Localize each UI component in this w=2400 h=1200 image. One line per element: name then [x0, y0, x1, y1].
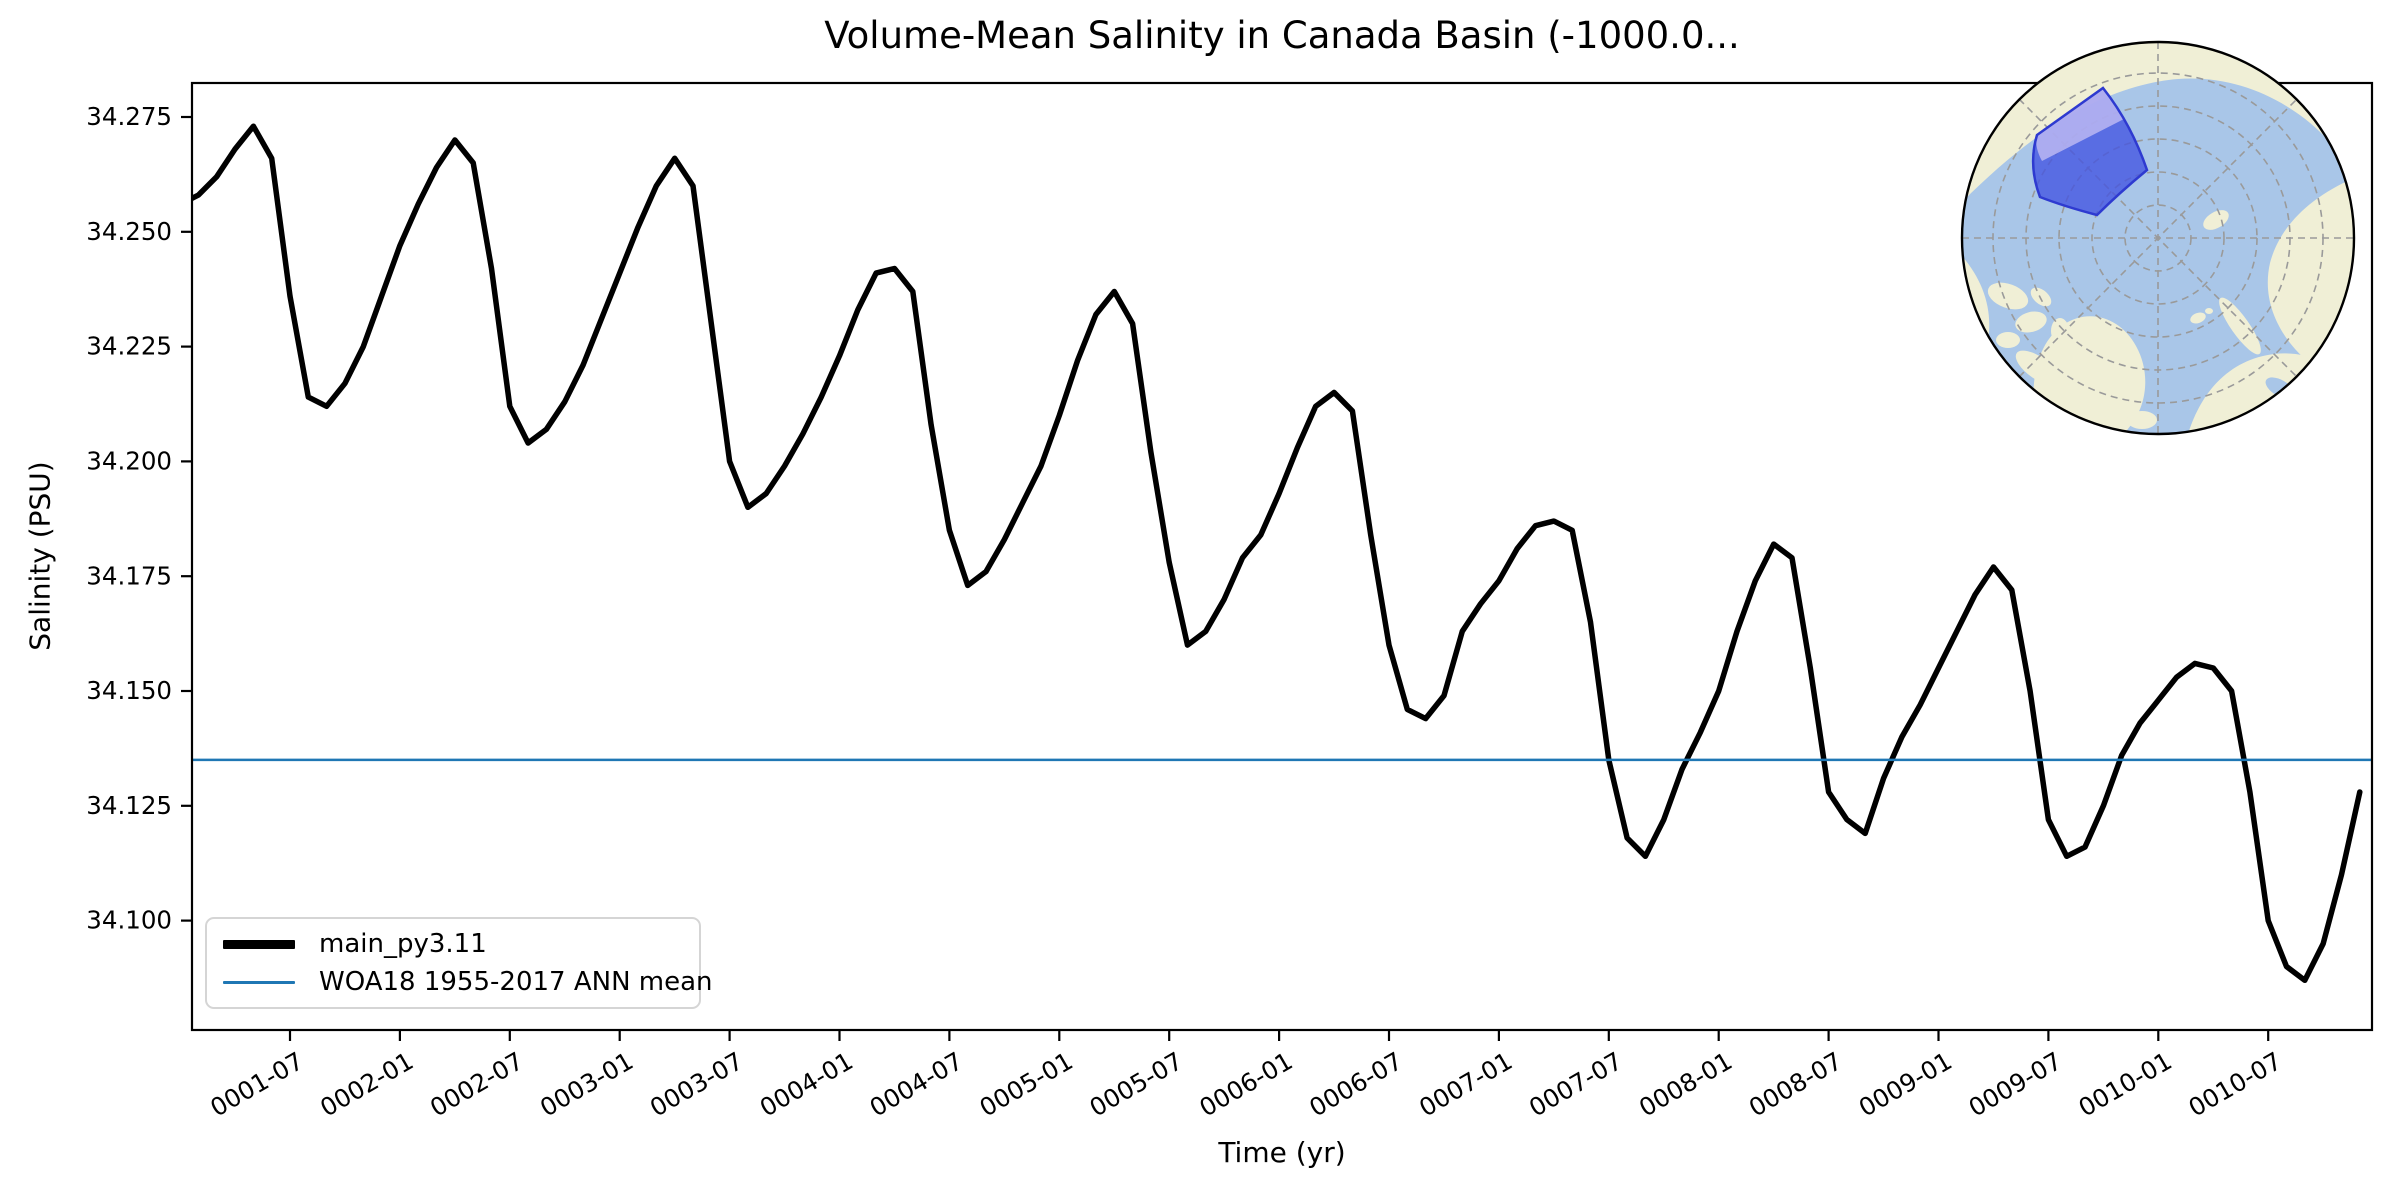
y-tick-label: 34.200	[86, 446, 172, 475]
y-tick-label: 34.125	[86, 791, 172, 820]
x-tick-label: 0010-07	[2183, 1046, 2286, 1122]
y-tick-label: 34.275	[86, 102, 172, 131]
y-axis: 34.100 34.125 34.150 34.175 34.200 34.225 34.2…	[86, 102, 192, 935]
x-tick-label: 0008-01	[1634, 1046, 1737, 1122]
legend-item-main: main_py3.11	[223, 929, 683, 959]
graticule	[1962, 42, 2354, 434]
y-tick-label: 34.225	[86, 332, 172, 361]
inset-map	[1960, 40, 2356, 436]
canada-basin-region	[2031, 86, 2149, 217]
x-tick-label: 0003-01	[535, 1046, 638, 1122]
legend-line-sample-blue	[223, 980, 295, 984]
legend-item-woa18: WOA18 1955-2017 ANN mean	[223, 967, 713, 997]
legend: main_py3.11 WOA18 1955-2017 ANN mean	[205, 917, 713, 1009]
x-tick-label: 0010-01	[2074, 1046, 2177, 1122]
x-tick-label: 0004-07	[865, 1046, 968, 1122]
x-tick-label: 0004-01	[755, 1046, 858, 1122]
main-series-line	[192, 123, 2363, 984]
x-tick-label: 0006-07	[1304, 1046, 1407, 1122]
x-tick-label: 0001-07	[205, 1046, 308, 1122]
x-tick-label: 0009-01	[1854, 1046, 1957, 1122]
globe-outline	[1960, 40, 2356, 436]
axes-frame	[190, 81, 2374, 1032]
x-tick-label: 0002-01	[315, 1046, 418, 1122]
y-tick-label: 34.100	[86, 906, 172, 935]
y-axis-label: Salinity (PSU)	[23, 461, 57, 651]
x-tick-label: 0006-01	[1194, 1046, 1297, 1122]
x-tick-label: 0008-07	[1744, 1046, 1847, 1122]
y-tick-label: 34.175	[86, 561, 172, 590]
legend-label: WOA18 1955-2017 ANN mean	[319, 967, 713, 997]
legend-line-sample-black	[223, 939, 295, 949]
x-tick-label: 0005-01	[975, 1046, 1078, 1122]
y-tick-label: 34.150	[86, 676, 172, 705]
legend-label: main_py3.11	[319, 929, 487, 959]
x-axis: 0001-07 0002-01 0002-07 0003-01 0003-07 0004-…	[205, 1030, 2287, 1122]
iceland	[2127, 411, 2157, 429]
x-tick-label: 0009-07	[1964, 1046, 2067, 1122]
chart-title: Volume-Mean Salinity in Canada Basin (-1…	[824, 14, 1740, 57]
x-axis-label: Time (yr)	[1218, 1136, 1346, 1169]
y-tick-label: 34.250	[86, 217, 172, 246]
x-tick-label: 0007-07	[1524, 1046, 1627, 1122]
x-tick-label: 0005-07	[1084, 1046, 1187, 1122]
x-tick-label: 0003-07	[645, 1046, 748, 1122]
plot-area	[192, 123, 2372, 984]
x-tick-label: 0007-01	[1414, 1046, 1517, 1122]
x-tick-label: 0002-07	[425, 1046, 528, 1122]
